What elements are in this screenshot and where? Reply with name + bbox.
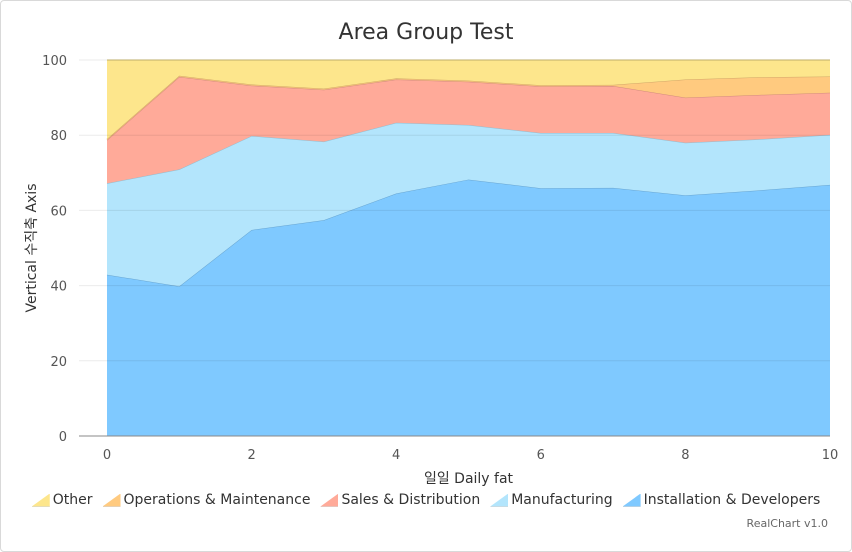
area-series-2 <box>107 76 830 184</box>
x-axis-title: 일일 Daily fat <box>424 471 514 487</box>
legend-label: Installation & Developers <box>643 492 821 508</box>
legend-swatch <box>320 493 339 507</box>
x-tick-label: 0 <box>103 448 111 463</box>
credit-label: RealChart v1.0 <box>746 517 828 530</box>
y-tick-label: 0 <box>59 430 67 445</box>
y-tick-label: 40 <box>50 280 67 295</box>
area-series-3 <box>107 75 830 141</box>
legend-label: Manufacturing <box>511 492 613 508</box>
y-tick-label: 20 <box>50 355 67 370</box>
x-tick-label: 10 <box>822 448 839 463</box>
x-tick-label: 2 <box>247 448 255 463</box>
area-series-4 <box>107 60 830 139</box>
legend-swatch <box>622 493 641 507</box>
legend-label: Sales & Distribution <box>341 492 481 508</box>
legend-swatch <box>490 493 509 507</box>
legend-label: Operations & Maintenance <box>123 492 311 508</box>
area-series-0 <box>107 179 830 436</box>
area-series-1 <box>107 122 830 287</box>
y-tick-label: 80 <box>50 129 67 144</box>
legend-swatch <box>102 493 121 507</box>
legend-item[interactable]: Installation & Developers <box>622 492 821 508</box>
legend-item[interactable]: Manufacturing <box>490 492 613 508</box>
legend-item[interactable]: Other <box>31 492 93 508</box>
x-tick-label: 6 <box>537 448 545 463</box>
legend-label: Other <box>52 492 93 508</box>
legend: Other Operations & Maintenance Sales & Dis… <box>0 492 852 508</box>
y-tick-label: 60 <box>50 204 67 219</box>
y-tick-label: 100 <box>42 54 67 69</box>
legend-swatch <box>31 493 50 507</box>
y-axis-title: Vertical 수직축 Axis <box>24 184 40 313</box>
legend-item[interactable]: Operations & Maintenance <box>102 492 311 508</box>
legend-item[interactable]: Sales & Distribution <box>320 492 480 508</box>
chart-title: Area Group Test <box>338 20 514 45</box>
x-tick-label: 4 <box>392 448 400 463</box>
x-tick-label: 8 <box>681 448 689 463</box>
